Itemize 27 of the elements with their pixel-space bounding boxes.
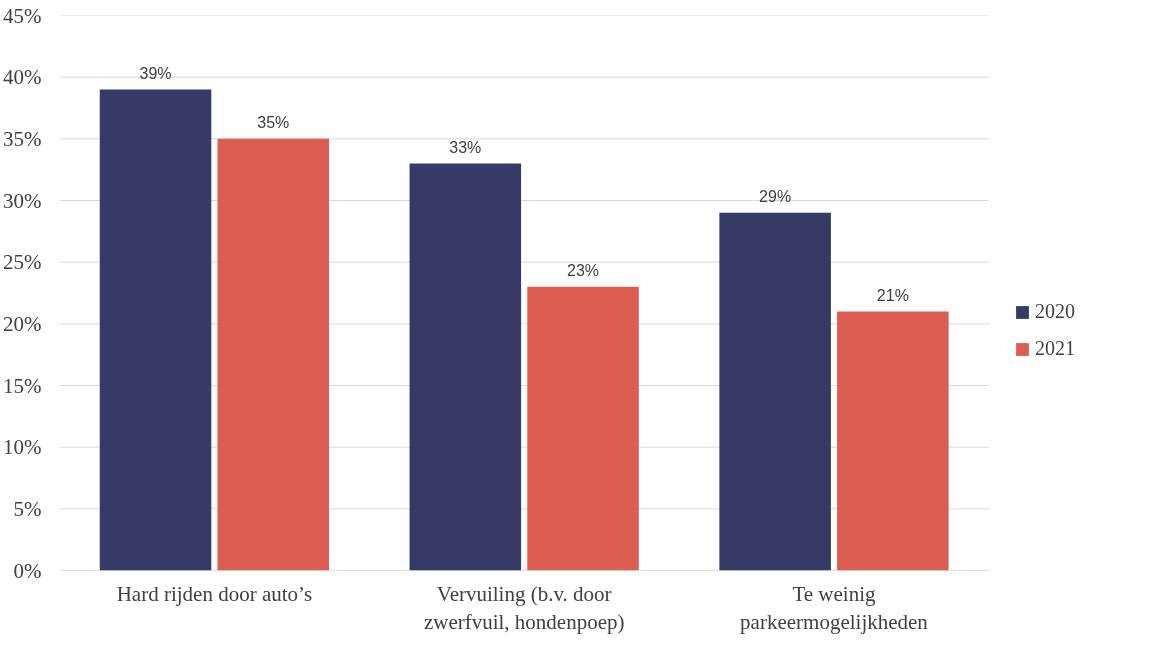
data-label: 33% [449, 138, 482, 156]
legend-label: 2020 [1035, 300, 1075, 323]
bar [719, 212, 831, 571]
y-tick-label: 35% [3, 126, 42, 151]
legend-label: 2021 [1035, 337, 1075, 360]
bar [527, 286, 639, 571]
y-tick-label: 20% [3, 311, 42, 336]
data-label: 35% [257, 113, 290, 131]
x-tick-label: Vervuiling (b.v. door zwerfvuil, hondenpoep) [423, 581, 625, 635]
x-tick-label: Hard rijden door auto’s [116, 581, 313, 606]
y-tick-label: 25% [3, 250, 42, 275]
y-tick-label: 45% [3, 3, 42, 28]
bar [837, 311, 949, 571]
y-tick-label: 5% [13, 496, 42, 521]
y-tick-label: 10% [3, 435, 42, 460]
bar [409, 163, 522, 571]
y-tick-label: 0% [13, 558, 42, 583]
data-label: 21% [876, 286, 909, 304]
y-tick-label: 40% [3, 65, 42, 90]
data-label: 29% [759, 187, 792, 205]
x-tick-label: Te weinig parkeermogelijkheden [740, 581, 929, 635]
bar [99, 89, 212, 571]
data-label: 23% [567, 261, 600, 279]
y-tick-label: 15% [3, 373, 42, 398]
y-tick-label: 30% [3, 188, 42, 213]
bar [217, 138, 330, 571]
data-label: 39% [139, 64, 172, 82]
